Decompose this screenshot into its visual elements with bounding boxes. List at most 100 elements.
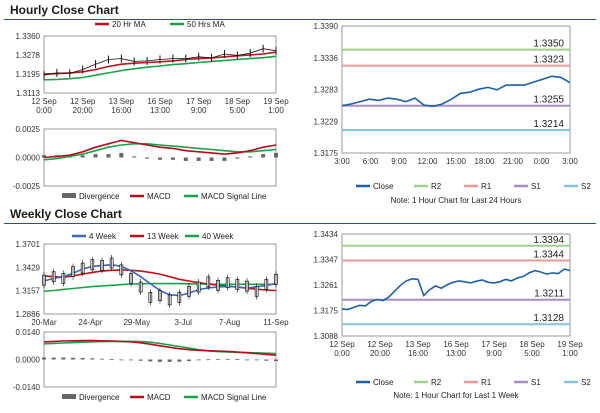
legend-label: S1 — [531, 182, 541, 191]
legend-label: MACD — [147, 192, 171, 201]
hourly-levels-ytick: 1.3283 — [314, 86, 339, 95]
hourly-macd-ytick: 0.0000 — [16, 154, 41, 163]
weekly-price-xtick: 20-Mar — [31, 318, 57, 327]
hourly-price-ytick: 1.3360 — [16, 32, 41, 41]
weekly-chart-header: Weekly Close Chart — [10, 207, 122, 221]
legend-label: S2 — [581, 182, 591, 191]
hourly-price-xtick: 16 Sep 13:00 — [147, 97, 173, 115]
legend-label: R1 — [481, 182, 492, 191]
weekly-price-ytick: 1.2886 — [16, 310, 41, 319]
legend-swatch — [62, 193, 76, 198]
weekly-levels-ytick: 1.3175 — [314, 307, 339, 316]
legend-label: MACD Signal Line — [201, 393, 267, 402]
legend-label: R2 — [431, 378, 442, 387]
hourly-levels-xtick: 0:00 — [534, 157, 550, 166]
legend-label: R2 — [431, 182, 442, 191]
legend-label: 20 Hr MA — [112, 20, 146, 29]
weekly-macd-ytick: -0.0140 — [13, 383, 41, 392]
legend-label: Close — [373, 378, 394, 387]
weekly-levels-xtick: 13 Sep 16:00 — [405, 340, 431, 358]
divergence-bar — [206, 359, 211, 361]
hourly-price-xtick: 12 Sep 0:00 — [31, 97, 57, 115]
hourly-price-xtick: 18 Sep 5:00 — [225, 97, 251, 115]
divergence-bar — [119, 152, 124, 158]
legend-label: 4 Week — [89, 232, 117, 241]
divergence-bar — [254, 359, 259, 361]
weekly-levels-ytick: 1.3434 — [314, 230, 339, 239]
legend-label: R1 — [481, 378, 492, 387]
divergence-bar — [129, 359, 133, 361]
weekly-price-xtick: 29-May — [123, 318, 150, 327]
divergence-bar — [158, 359, 162, 362]
weekly-macd-ytick: 0.0140 — [16, 328, 41, 337]
weekly-macd-ytick: 0.0000 — [16, 356, 41, 365]
weekly-levels-ytick: 1.3347 — [314, 256, 339, 265]
series-close — [43, 48, 277, 76]
hourly-price-xtick: 12 Sep 20:00 — [70, 97, 96, 115]
divergence-bar — [148, 359, 153, 362]
weekly-levels-xtick: 18 Sep 5:00 — [519, 340, 545, 358]
weekly-price-ytick: 1.3429 — [16, 263, 41, 272]
hourly-price-xtick: 19 Sep 1:00 — [263, 97, 289, 115]
series-macd — [43, 139, 277, 159]
divergence-bar — [138, 359, 143, 361]
legend-label: Close — [373, 182, 394, 191]
divergence-bar — [245, 359, 249, 361]
weekly-levels-xtick: 19 Sep 1:00 — [557, 340, 583, 358]
weekly-price-ytick: 1.3157 — [16, 287, 41, 296]
level-label-r2: 1.3394 — [533, 235, 564, 246]
divergence-bar — [158, 157, 162, 160]
level-label-r2: 1.3350 — [533, 39, 564, 50]
hourly-levels-frame — [341, 25, 571, 154]
hourly-price-ytick: 1.3113 — [16, 89, 40, 98]
divergence-bar — [80, 357, 85, 360]
hourly-price-frame — [43, 35, 277, 94]
divergence-bar — [235, 157, 240, 159]
divergence-bar — [196, 359, 201, 361]
hourly-levels-xtick: 9:00 — [391, 157, 407, 166]
weekly-levels-xtick: 17 Sep 9:00 — [481, 340, 507, 358]
legend-label: 40 Week — [202, 232, 234, 241]
hourly-levels-xtick: 18:00 — [474, 157, 495, 166]
weekly-levels-frame — [341, 233, 571, 337]
series-macd — [43, 339, 277, 356]
weekly-price-xtick: 24-Apr — [78, 318, 102, 327]
weekly-price-xtick: 11-Sep — [263, 318, 289, 327]
weekly-header-rule — [4, 223, 596, 224]
hourly-price-ytick: 1.3195 — [16, 70, 41, 79]
divergence-bar — [90, 358, 95, 360]
level-label-r1: 1.3323 — [533, 55, 564, 66]
hourly-levels-xtick: 21:00 — [503, 157, 524, 166]
divergence-bar — [274, 359, 278, 362]
hourly-price-xtick: 13 Sep 16:00 — [109, 97, 135, 115]
divergence-bar — [225, 358, 230, 360]
hourly-levels-note: Note: 1 Hour Chart for Last 24 Hours — [391, 196, 522, 205]
divergence-bar — [222, 157, 227, 161]
divergence-bar — [261, 154, 266, 158]
series-close — [341, 268, 571, 311]
legend-label: Divergence — [79, 393, 120, 402]
divergence-bar — [264, 359, 269, 361]
hourly-levels-ytick: 1.3229 — [314, 117, 339, 126]
divergence-bar — [248, 156, 253, 158]
divergence-bar — [42, 155, 46, 158]
legend-label: S1 — [531, 378, 541, 387]
divergence-bar — [145, 157, 150, 159]
divergence-bar — [119, 359, 124, 361]
divergence-bar — [274, 152, 278, 158]
divergence-bar — [109, 359, 114, 360]
divergence-bar — [100, 358, 104, 360]
level-label-s1: 1.3255 — [533, 95, 564, 106]
divergence-bar — [42, 357, 46, 360]
hourly-price-xtick: 17 Sep 9:00 — [186, 97, 212, 115]
legend-label: 13 Week — [147, 232, 179, 241]
legend-label: Divergence — [79, 192, 120, 201]
hourly-levels-ytick: 1.3390 — [314, 22, 339, 31]
weekly-price-xtick: 7-Aug — [219, 318, 240, 327]
legend-swatch — [62, 394, 76, 399]
weekly-levels-note: Note: 1 Hour Chart for Last 1 Week — [393, 391, 519, 400]
divergence-bar — [61, 357, 66, 360]
legend-label: S2 — [581, 378, 591, 387]
hourly-levels-xtick: 3:00 — [562, 157, 578, 166]
hourly-levels-xtick: 15:00 — [446, 157, 467, 166]
